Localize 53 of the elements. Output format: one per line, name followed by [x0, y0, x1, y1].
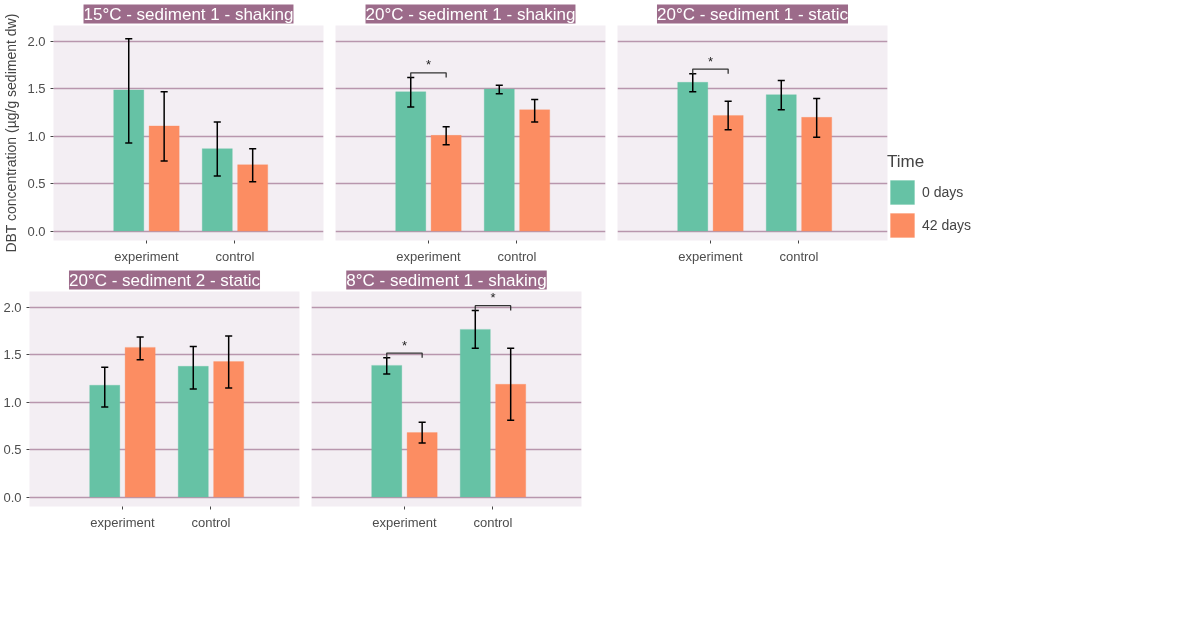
bar — [371, 364, 403, 498]
legend-label: 0 days — [922, 184, 964, 200]
annotation: * — [401, 337, 407, 353]
bar — [201, 148, 233, 232]
annotation: * — [425, 57, 431, 73]
x-tick-label: control — [779, 248, 819, 264]
chart-title: 20°C - sediment 1 - shaking — [365, 4, 576, 24]
bar — [483, 88, 515, 232]
bar — [89, 384, 121, 498]
y-axis-title: DBT concentration (µg/g sediment dw) — [3, 13, 20, 253]
bar — [712, 114, 744, 232]
x-tick-label: control — [215, 248, 255, 264]
chart-title: 8°C - sediment 1 - shaking — [346, 270, 547, 290]
y-tick-label: 1.5 — [27, 81, 46, 97]
x-tick-label: experiment — [678, 248, 743, 264]
x-tick-label: experiment — [396, 248, 461, 264]
annotation: * — [490, 290, 496, 306]
y-tick-label: 2.0 — [3, 300, 22, 316]
bar — [430, 134, 462, 232]
bar — [124, 346, 156, 498]
bar — [213, 361, 245, 498]
x-tick-label: experiment — [114, 248, 179, 264]
chart-title: 20°C - sediment 1 - static — [656, 4, 849, 24]
bar — [677, 81, 709, 232]
y-tick-label: 1.0 — [27, 128, 46, 144]
y-tick-label: 0.0 — [27, 223, 46, 239]
x-tick-label: control — [191, 514, 231, 530]
x-tick-label: control — [473, 514, 513, 530]
legend-label: 42 days — [922, 217, 972, 233]
bar — [395, 91, 427, 232]
bar — [519, 109, 551, 232]
y-tick-label: 1.5 — [3, 347, 22, 363]
x-tick-label: experiment — [90, 514, 155, 530]
bar — [177, 365, 209, 498]
bar — [148, 125, 180, 232]
y-tick-label: 0.5 — [27, 176, 46, 192]
bar — [237, 164, 269, 232]
annotation: * — [707, 53, 713, 69]
bar — [459, 328, 491, 498]
bar — [406, 432, 438, 498]
y-tick-label: 0.5 — [3, 442, 22, 458]
bar — [765, 94, 797, 232]
legend-title: Time — [887, 152, 926, 172]
y-tick-label: 0.0 — [3, 489, 22, 505]
y-tick-label: 2.0 — [27, 34, 46, 50]
x-tick-label: control — [497, 248, 537, 264]
chart-title: 15°C - sediment 1 - shaking — [83, 4, 294, 24]
x-tick-label: experiment — [372, 514, 437, 530]
bar — [801, 116, 833, 232]
bar — [113, 89, 145, 232]
chart-title: 20°C - sediment 2 - static — [68, 270, 261, 290]
bar — [495, 383, 527, 498]
y-tick-label: 1.0 — [3, 394, 22, 410]
